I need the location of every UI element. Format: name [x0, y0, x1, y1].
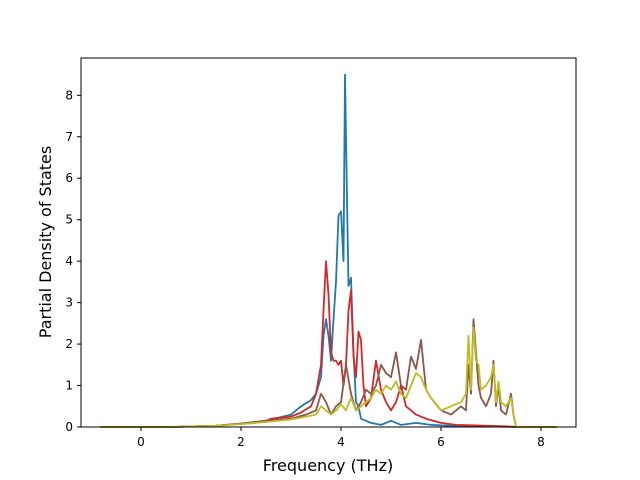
x-tick-label: 6 — [437, 435, 445, 449]
plot-frame — [80, 57, 577, 428]
y-axis-label: Partial Density of States — [36, 146, 55, 338]
y-tick-label: 4 — [65, 254, 73, 268]
y-axis-ticks: 0 1 2 3 4 5 6 7 8 — [65, 88, 81, 434]
y-tick-label: 1 — [65, 379, 73, 393]
x-tick-label: 0 — [137, 435, 145, 449]
y-tick-label: 3 — [65, 296, 73, 310]
x-axis-label: Frequency (THz) — [263, 456, 393, 475]
x-tick-label: 2 — [237, 435, 245, 449]
y-tick-label: 0 — [65, 420, 73, 434]
y-tick-label: 7 — [65, 130, 73, 144]
series-layer — [100, 73, 557, 428]
y-tick-label: 5 — [65, 213, 73, 227]
series-line-4 — [100, 326, 557, 428]
series-line-2 — [100, 260, 557, 428]
x-tick-label: 8 — [537, 435, 545, 449]
x-axis-ticks: 0 2 4 6 8 — [137, 427, 545, 449]
y-tick-label: 2 — [65, 337, 73, 351]
y-tick-label: 6 — [65, 171, 73, 185]
x-tick-label: 4 — [337, 435, 345, 449]
y-tick-label: 8 — [65, 88, 73, 102]
series-line-1 — [100, 73, 557, 428]
